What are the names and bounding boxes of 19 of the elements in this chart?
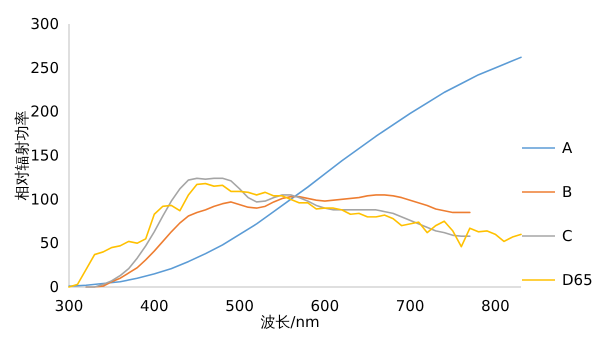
- y-tick-label: 200: [30, 102, 59, 121]
- x-axis-title: 波长/nm: [260, 313, 320, 331]
- y-tick-label: 100: [30, 190, 59, 208]
- legend-label: A: [562, 139, 573, 157]
- x-tick-label: 400: [140, 297, 169, 315]
- x-tick-label: 300: [54, 297, 84, 315]
- y-tick-label: 300: [30, 15, 59, 33]
- x-tick-label: 500: [225, 297, 254, 315]
- legend-label: D65: [562, 271, 593, 289]
- y-tick-label: 0: [49, 278, 59, 296]
- x-tick-label: 700: [396, 297, 424, 315]
- y-axis-title: 相对辐射功率: [13, 110, 31, 200]
- x-tick-label: 600: [310, 297, 340, 315]
- legend-label: B: [562, 183, 572, 201]
- legend-label: C: [562, 227, 572, 245]
- y-tick-label: 150: [30, 146, 59, 164]
- y-tick-label: 250: [30, 58, 59, 77]
- y-tick-label: 50: [40, 234, 59, 252]
- x-tick-label: 800: [481, 297, 510, 315]
